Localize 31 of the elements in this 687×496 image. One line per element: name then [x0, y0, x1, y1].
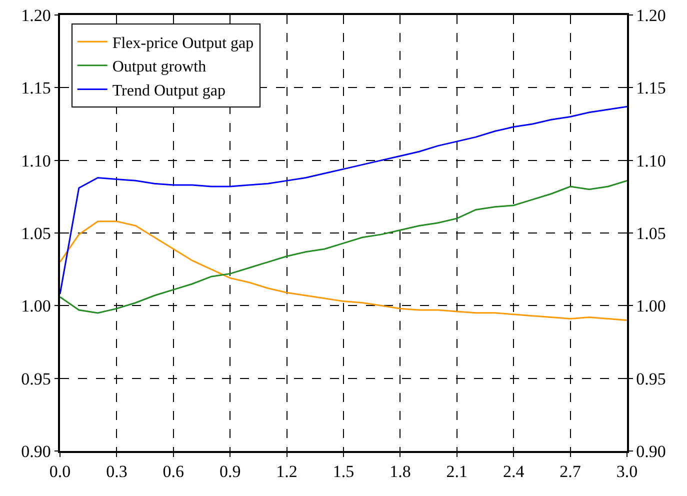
y2-tick-label: 1.20: [636, 6, 666, 25]
x-tick-label: 2.1: [446, 462, 468, 482]
legend-label: Flex-price Output gap: [112, 34, 254, 52]
y-tick-label: 1.00: [21, 296, 51, 316]
x-tick-label: 1.2: [276, 462, 298, 482]
x-tick-label: 0.0: [49, 462, 71, 482]
y2-tick-label: 1.15: [636, 78, 666, 98]
y2-tick-label: 1.00: [636, 296, 666, 316]
line-series: [60, 106, 627, 295]
x-tick-label: 2.7: [560, 462, 582, 482]
y-tick-label: 1.15: [21, 78, 51, 98]
line-series: [60, 180, 627, 314]
y2-tick-label: 1.05: [636, 224, 666, 243]
y-tick-label: 1.20: [21, 6, 51, 25]
y2-tick-label: 0.90: [636, 442, 666, 461]
legend-label: Trend Output gap: [112, 82, 226, 100]
legend-label: Output growth: [112, 58, 206, 76]
y2-tick-label: 0.95: [636, 369, 666, 388]
line-series: [60, 220, 627, 321]
y-tick-label: 0.90: [21, 442, 51, 461]
y2-tick-label: 1.10: [636, 151, 666, 170]
x-tick-label: 1.8: [390, 462, 411, 482]
x-tick-label: 1.5: [332, 462, 354, 482]
x-tick-label: 0.6: [162, 462, 184, 482]
y-tick-label: 1.05: [21, 224, 51, 243]
y-tick-label: 0.95: [21, 369, 51, 388]
x-tick-label: 0.9: [219, 462, 241, 482]
x-tick-label: 3.0: [616, 462, 638, 482]
x-tick-label: 2.4: [502, 462, 525, 482]
y-tick-label: 1.10: [21, 151, 51, 170]
x-tick-label: 0.3: [106, 462, 128, 482]
